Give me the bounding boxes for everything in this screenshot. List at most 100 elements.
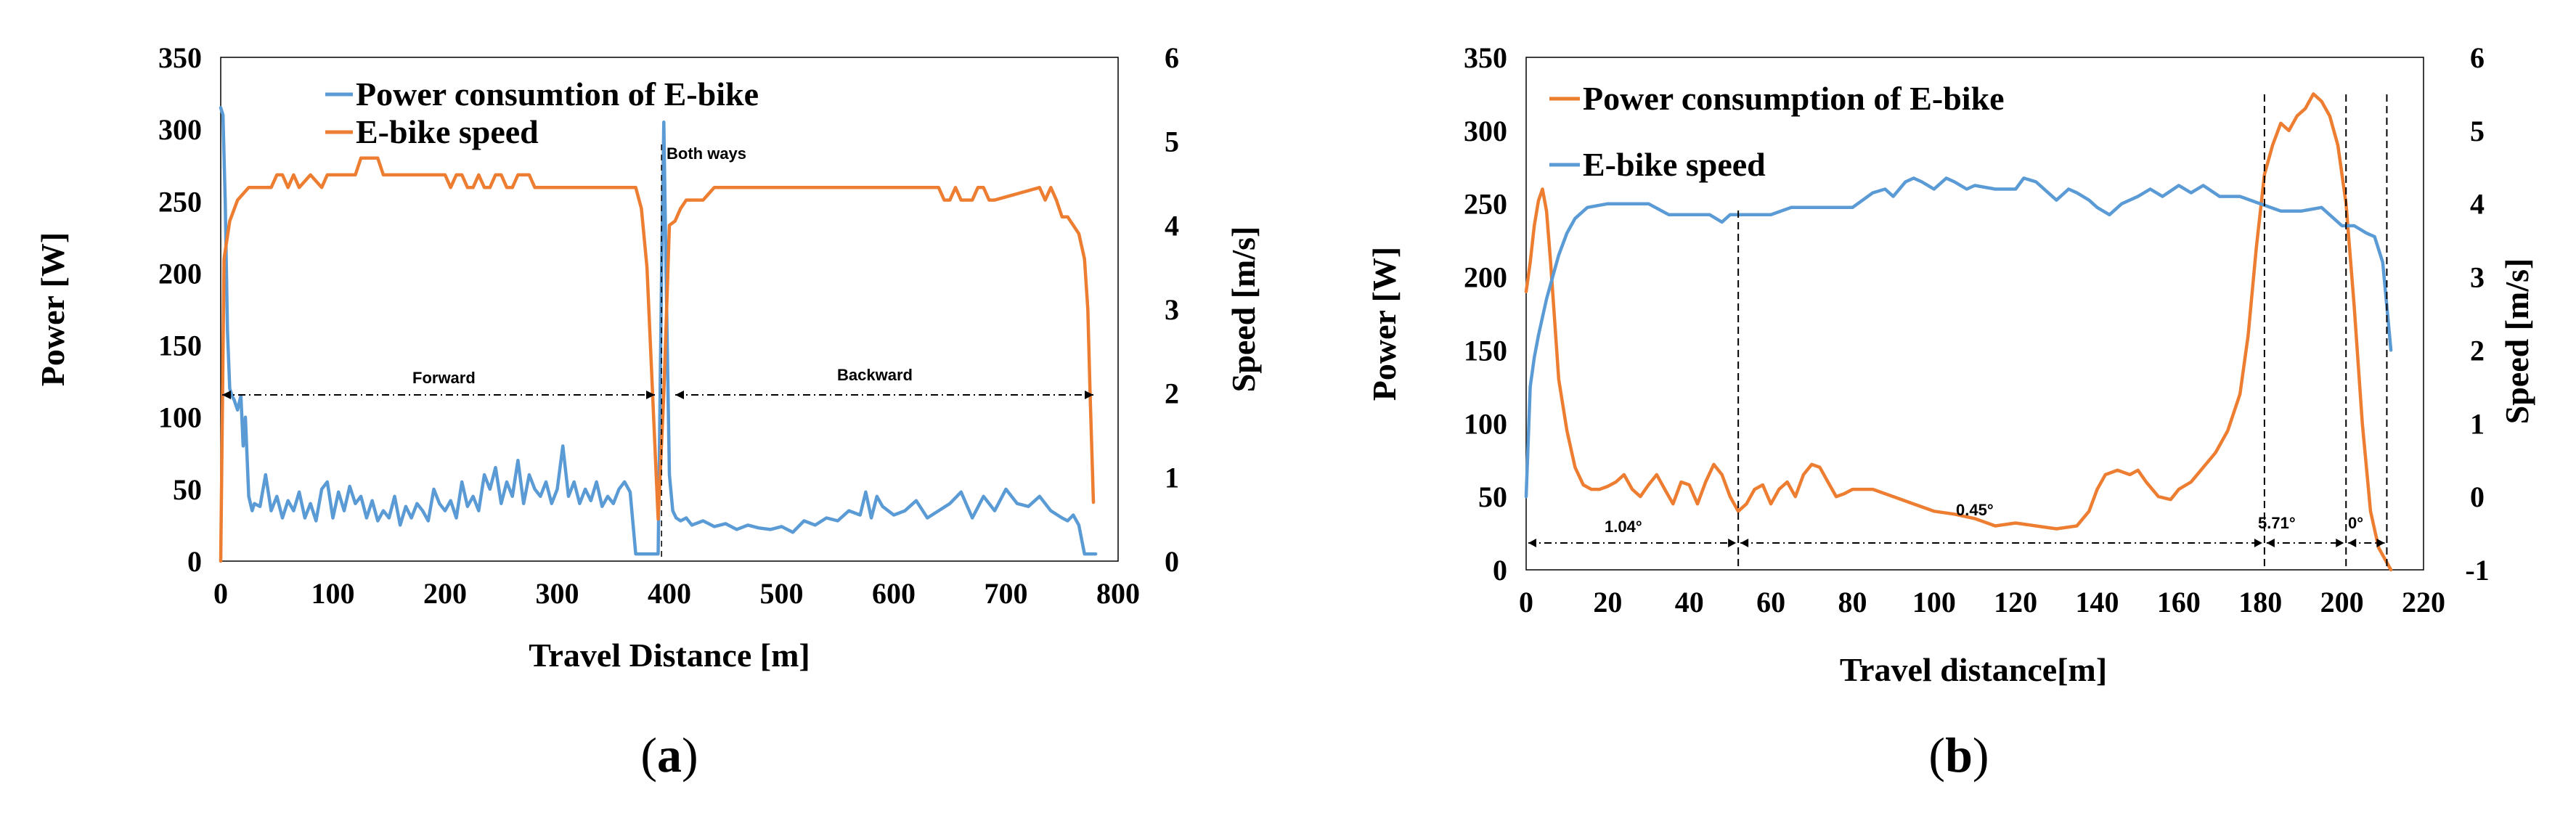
chart-a-x-tick-label: 700 xyxy=(985,577,1028,610)
chart-a-y2-ticks: 0 1 2 3 4 5 6 xyxy=(1165,41,1179,578)
chart-a-backward-arrow-head-left xyxy=(675,391,684,399)
chart-a-y-axis-title: Power [W] xyxy=(34,232,71,386)
chart-b-seg2-label: 0.45° xyxy=(1956,501,1994,519)
chart-b-y2-tick-label: 6 xyxy=(2470,41,2485,74)
chart-a-y2-axis-title: Speed [m/s] xyxy=(1225,226,1262,393)
chart-a-x-tick-label: 100 xyxy=(311,577,355,610)
chart-a-y-tick-label: 200 xyxy=(158,257,202,290)
chart-b-y2-ticks: -1 0 1 2 3 4 5 6 xyxy=(2465,41,2489,587)
chart-b-series-blue-line xyxy=(1524,176,2393,499)
chart-b-x-tick-label: 140 xyxy=(2076,586,2119,618)
chart-a-legend-power-label: Power consumtion of E-bike xyxy=(356,75,759,113)
chart-a-y-tick-label: 50 xyxy=(173,473,202,506)
chart-a-y-tick-label: 350 xyxy=(158,41,202,74)
chart-a-y-tick-label: 300 xyxy=(158,113,202,146)
chart-a-x-tick-label: 300 xyxy=(536,577,579,610)
chart-b-annotations: 1.04° 0.45° 5.71° 0° xyxy=(1605,501,2363,536)
chart-b-y-tick-label: 0 xyxy=(1493,554,1507,587)
chart-a-x-axis-title: Travel Distance [m] xyxy=(529,637,810,674)
chart-b-seg3-label: 5.71° xyxy=(2258,514,2296,532)
chart-b-y2-tick-label: 0 xyxy=(2470,481,2485,513)
chart-a-both-ways-label: Both ways xyxy=(667,144,746,163)
chart-a-backward-label: Backward xyxy=(837,366,913,384)
chart-a-y2-tick-label: 2 xyxy=(1165,377,1179,410)
chart-b-y-axis-title: Power [W] xyxy=(1366,247,1403,401)
chart-a-y-tick-label: 100 xyxy=(158,401,202,434)
chart-a-legend: Power consumtion of E-bike E-bike speed xyxy=(325,75,759,150)
chart-b-x-tick-label: 220 xyxy=(2402,586,2445,618)
chart-b-x-tick-label: 100 xyxy=(1912,586,1956,618)
chart-b-y-tick-label: 250 xyxy=(1464,188,1507,221)
chart-a-legend-speed-label: E-bike speed xyxy=(356,113,539,150)
chart-a-frame xyxy=(220,57,1119,562)
chart-a-forward-label: Forward xyxy=(412,369,476,387)
chart-a-x-tick-label: 500 xyxy=(760,577,804,610)
chart-a-series-orange-line xyxy=(219,156,1096,563)
chart-b-y-tick-label: 150 xyxy=(1464,334,1507,367)
chart-b-x-tick-label: 180 xyxy=(2238,586,2282,618)
chart-b-x-tick-label: 120 xyxy=(1994,586,2037,618)
chart-a-y2-tick-label: 1 xyxy=(1165,461,1179,494)
chart-a-backward-arrow-head-right xyxy=(1085,391,1093,399)
chart-a-annotations: Forward Backward Both ways xyxy=(222,144,1093,561)
chart-a-forward-arrow-head-right xyxy=(646,391,655,399)
chart-b: 0 50 100 150 200 250 300 350 -1 0 1 2 3 4 5 6 0 20 40 60 8… xyxy=(1366,41,2535,783)
chart-a-x-tick-label: 600 xyxy=(872,577,916,610)
chart-a-y2-tick-label: 0 xyxy=(1165,545,1179,578)
chart-a-x-tick-label: 0 xyxy=(213,577,228,610)
chart-b-segment-arrow-head xyxy=(2348,539,2357,547)
chart-b-y2-tick-label: 4 xyxy=(2470,188,2485,221)
chart-b-y-tick-label: 300 xyxy=(1464,115,1507,147)
chart-a-x-tick-label: 800 xyxy=(1096,577,1140,610)
chart-b-series-orange-line xyxy=(1524,92,2393,572)
chart-b-y-tick-label: 100 xyxy=(1464,407,1507,440)
chart-a-y-tick-label: 0 xyxy=(187,545,202,578)
chart-b-y2-tick-label: 1 xyxy=(2470,407,2485,440)
chart-a-x-tick-label: 200 xyxy=(423,577,467,610)
chart-a-y2-tick-label: 5 xyxy=(1165,126,1179,158)
chart-b-x-tick-label: 60 xyxy=(1756,586,1785,618)
chart-a: 0 50 100 150 200 250 300 350 0 1 2 3 4 5 6 0 100 200 300… xyxy=(34,41,1262,783)
chart-b-x-tick-label: 0 xyxy=(1519,586,1533,618)
chart-b-x-tick-label: 80 xyxy=(1838,586,1867,618)
chart-b-legend-speed-label: E-bike speed xyxy=(1583,146,1766,183)
chart-a-y-ticks: 0 50 100 150 200 250 300 350 xyxy=(158,41,202,578)
chart-b-lines xyxy=(1524,92,2393,572)
chart-b-seg1-label: 1.04° xyxy=(1605,518,1642,536)
chart-b-y-tick-label: 350 xyxy=(1464,41,1507,74)
chart-b-x-tick-label: 40 xyxy=(1675,586,1704,618)
chart-b-legend-power-label: Power consumption of E-bike xyxy=(1583,80,2005,117)
chart-b-y2-tick-label: 2 xyxy=(2470,334,2485,367)
chart-b-segment-arrow-head xyxy=(2266,539,2275,547)
chart-a-y2-tick-label: 6 xyxy=(1165,41,1179,74)
chart-a-x-tick-label: 400 xyxy=(648,577,691,610)
chart-a-y-tick-label: 250 xyxy=(158,185,202,218)
caption-a-open: ( xyxy=(640,727,657,783)
chart-b-x-axis-title: Travel distance[m] xyxy=(1840,651,2107,688)
chart-b-frame xyxy=(1525,57,2424,571)
chart-a-series-blue-line xyxy=(219,106,1098,556)
chart-b-dividers xyxy=(1528,94,2388,570)
chart-b-segment-arrow-head xyxy=(1728,539,1737,547)
chart-b-segment-arrow-head xyxy=(2376,539,2385,547)
chart-b-y-tick-label: 50 xyxy=(1478,481,1507,513)
chart-b-x-tick-label: 160 xyxy=(2157,586,2201,618)
chart-a-y2-tick-label: 3 xyxy=(1165,293,1179,326)
caption-b-close: ) xyxy=(1973,727,1989,783)
chart-a-y2-tick-label: 4 xyxy=(1165,209,1179,242)
chart-b-x-ticks: 0 20 40 60 80 100 120 140 160 180 200 220 xyxy=(1519,586,2445,618)
chart-b-segment-arrow-head xyxy=(2254,539,2262,547)
caption-b-open: ( xyxy=(1928,727,1945,783)
chart-b-segment-arrow-head xyxy=(2336,539,2344,547)
chart-b-y2-tick-label: 3 xyxy=(2470,261,2485,294)
chart-b-y-tick-label: 200 xyxy=(1464,261,1507,294)
caption-a-close: ) xyxy=(682,727,698,783)
chart-a-lines xyxy=(219,106,1098,563)
chart-b-segment-arrow-head xyxy=(1740,539,1749,547)
chart-b-segment-arrow-head xyxy=(1528,539,1536,547)
chart-b-y2-tick-label: -1 xyxy=(2465,554,2489,587)
chart-b-legend: Power consumption of E-bike E-bike speed xyxy=(1549,80,2005,183)
caption-a-letter: a xyxy=(657,727,682,783)
chart-b-y2-axis-title: Speed [m/s] xyxy=(2498,258,2535,425)
